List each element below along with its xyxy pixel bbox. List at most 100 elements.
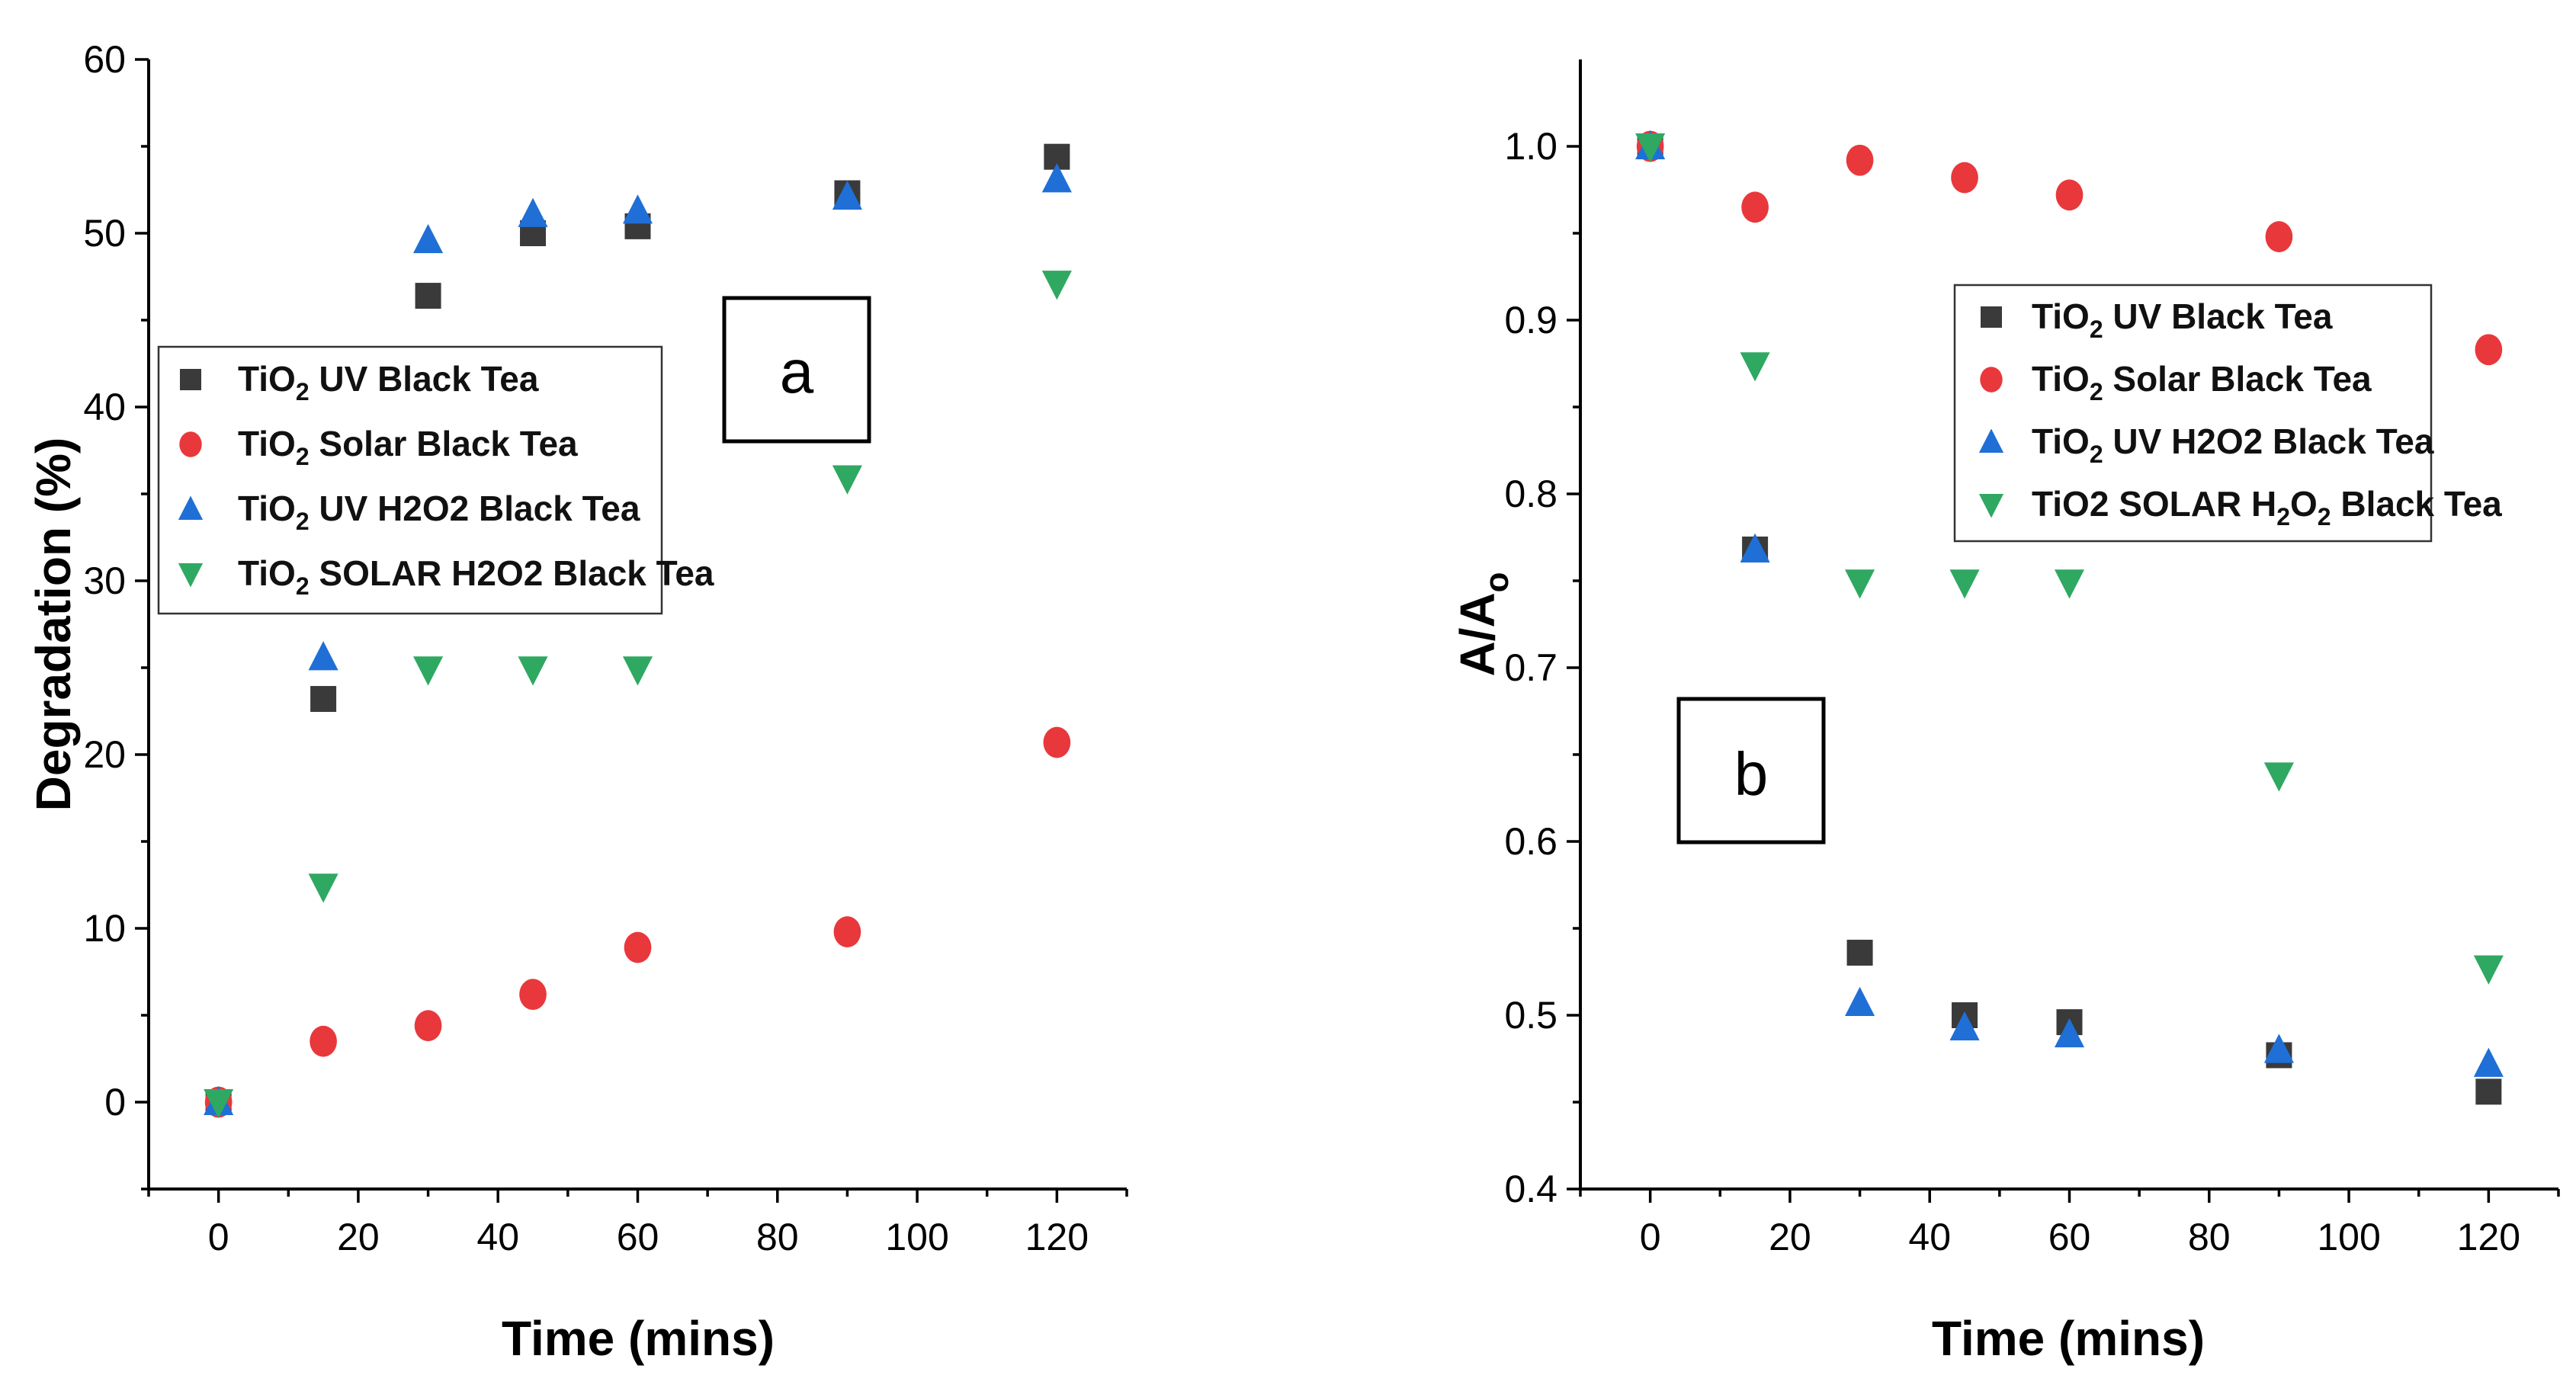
- panel-b-legend-label-part: UV Black Tea: [2103, 296, 2333, 336]
- panel-a-legend-label-part: TiO: [238, 489, 296, 528]
- panel-b-point-solar_h2o2: [1845, 569, 1875, 599]
- panel-b-point-uv_h2o2: [1740, 533, 1770, 562]
- panel-a-ytick-label: 40: [83, 386, 126, 428]
- panel-a-letter: a: [780, 338, 814, 405]
- panel-b-legend-label-uv_h2o2: TiO2 UV H2O2 Black Tea: [2032, 421, 2434, 468]
- panel-b-point-uv_h2o2: [1949, 1011, 1980, 1040]
- panel-b-legend-marker-solar: [1980, 367, 2003, 393]
- panel-a-xtick-label: 100: [885, 1216, 948, 1258]
- panel-b-point-solar: [2055, 179, 2084, 211]
- panel-a-legend-marker-uv_h2o2: [178, 495, 204, 520]
- panel-a-legend-marker-solar: [179, 431, 202, 457]
- panel-a-legend-label-part: TiO: [238, 424, 296, 463]
- panel-b-legend-label-part: 2: [2090, 316, 2103, 343]
- panel-a-ytick-label: 10: [83, 907, 126, 950]
- panel-a-legend-label-part: 2: [296, 443, 310, 470]
- panel-a-ytick-label: 20: [83, 733, 126, 776]
- panel-b-y-axis-title-sub: o: [1478, 572, 1516, 592]
- panel-a-point-solar_h2o2: [622, 656, 653, 686]
- panel-b-xtick-label: 20: [1769, 1216, 1811, 1258]
- panel-b-ytick-label: 0.8: [1504, 473, 1557, 515]
- panel-b-xtick-label: 0: [1640, 1216, 1661, 1258]
- panel-a-point-uv_h2o2: [413, 223, 444, 254]
- panel-b-point-uv: [2475, 1079, 2502, 1105]
- panel-b-ytick-label: 0.5: [1504, 994, 1557, 1037]
- panel-a-y-axis-title: Degradation (%): [26, 437, 81, 812]
- panel-a-legend-label-part: TiO: [238, 553, 296, 593]
- panel-b-point-uv_h2o2: [1845, 986, 1875, 1017]
- panel-a-legend-label-part: UV Black Tea: [310, 359, 539, 399]
- panel-b-xtick-label: 40: [1908, 1216, 1951, 1258]
- panel-b-xtick-label: 80: [2188, 1216, 2231, 1258]
- panel-a-ytick-label: 30: [83, 559, 126, 602]
- panel-b-ytick-label: 0.9: [1504, 299, 1557, 341]
- panel-b-legend-label-solar: TiO2 Solar Black Tea: [2032, 359, 2372, 405]
- panel-a-ytick-label: 60: [83, 38, 126, 81]
- panel-b-legend-label-uv: TiO2 UV Black Tea: [2032, 296, 2333, 343]
- panel-b-legend-label-part: 2: [2276, 503, 2290, 530]
- panel-a-legend-label-part: 2: [296, 378, 310, 405]
- panel-b-letter: b: [1734, 740, 1769, 808]
- panel-b-ytick-label: 1.0: [1504, 125, 1557, 168]
- panel-b-point-solar_h2o2: [2263, 762, 2294, 792]
- panel-a-legend-label-part: 2: [296, 572, 310, 600]
- panel-b-point-uv_h2o2: [2263, 1034, 2294, 1063]
- panel-a-legend-label-part: TiO: [238, 359, 296, 399]
- panel-a-xtick-label: 60: [617, 1216, 659, 1258]
- panel-b-legend-label-part: Solar Black Tea: [2103, 359, 2372, 399]
- panel-b-legend-label-part: UV H2O2 Black Tea: [2103, 421, 2434, 461]
- panel-b-legend-label-part: 2: [2318, 503, 2331, 530]
- panel-a-point-solar_h2o2: [308, 873, 338, 903]
- panel-b-point-solar: [1951, 162, 1978, 194]
- panel-a-point-uv_h2o2: [622, 194, 653, 224]
- panel-b-xtick-label: 120: [2457, 1216, 2520, 1258]
- panel-a-legend-label-part: 2: [296, 508, 310, 535]
- panel-a-point-solar_h2o2: [1041, 271, 1072, 300]
- panel-a-x-axis-title: Time (mins): [502, 1311, 775, 1366]
- panel-b-point-solar_h2o2: [1740, 352, 1770, 382]
- panel-b-point-solar: [2265, 221, 2293, 252]
- panel-a-point-uv: [310, 686, 337, 713]
- panel-a-point-solar: [833, 916, 861, 947]
- panel-b-point-uv: [1846, 939, 1873, 966]
- panel-a-xtick-label: 40: [476, 1216, 519, 1258]
- panel-a-point-solar: [624, 931, 652, 963]
- panel-a-point-solar_h2o2: [518, 656, 548, 686]
- panel-a-point-solar: [519, 979, 547, 1011]
- panel-a-legend-label-uv: TiO2 UV Black Tea: [238, 359, 539, 405]
- panel-b-legend-label-part: TiO: [2032, 421, 2090, 461]
- panel-b-legend-label-part: TiO2 SOLAR H: [2032, 484, 2276, 524]
- panel-a-legend-label-uv_h2o2: TiO2 UV H2O2 Black Tea: [238, 489, 640, 535]
- panel-b-point-solar: [1846, 144, 1874, 176]
- panel-a-label-box: [722, 296, 871, 444]
- panel-b-point-solar_h2o2: [2473, 955, 2504, 985]
- panel-b-label-box: [1676, 697, 1826, 845]
- panel-b-point-solar_h2o2: [2054, 569, 2085, 599]
- panel-a-legend-marker-uv: [180, 369, 201, 390]
- panel-a-legend-frame: [157, 345, 663, 615]
- panel-b-legend-label-solar_h2o2: TiO2 SOLAR H2O2 Black Tea: [2032, 484, 2502, 530]
- panel-b-legend-marker-uv: [1981, 306, 2002, 328]
- panel-a-point-solar: [310, 1025, 337, 1057]
- panel-a-ytick-label: 50: [83, 212, 126, 255]
- panel-a-xtick-label: 120: [1025, 1216, 1089, 1258]
- panel-b-point-uv_h2o2: [2054, 1018, 2085, 1048]
- panel-b-x-axis-title: Time (mins): [1932, 1311, 2205, 1366]
- panel-b-legend-label-part: O: [2290, 484, 2318, 524]
- panel-b-point-solar: [1741, 191, 1769, 223]
- panel-a-point-solar_h2o2: [204, 1089, 234, 1119]
- panel-a-legend-label-solar_h2o2: TiO2 SOLAR H2O2 Black Tea: [238, 553, 714, 600]
- panel-b-point-uv_h2o2: [2473, 1047, 2504, 1077]
- panel-a-degradation-chart: 0 10 20 30 40 50 60 0 20 40 60 80 100 120 Time (mins…: [26, 38, 1128, 1366]
- panel-a-point-solar_h2o2: [832, 465, 862, 495]
- panel-a-point-uv_h2o2: [1041, 163, 1072, 193]
- panel-b-legend-label-part: TiO: [2032, 296, 2090, 336]
- panel-b-legend-marker-uv_h2o2: [1978, 428, 2004, 453]
- panel-a-xtick-label: 20: [337, 1216, 380, 1258]
- panel-b-xtick-label: 100: [2317, 1216, 2380, 1258]
- panel-b-ytick-label: 0.4: [1504, 1168, 1557, 1210]
- panel-a-point-uv_h2o2: [518, 197, 548, 227]
- panel-b-xtick-label: 60: [2048, 1216, 2091, 1258]
